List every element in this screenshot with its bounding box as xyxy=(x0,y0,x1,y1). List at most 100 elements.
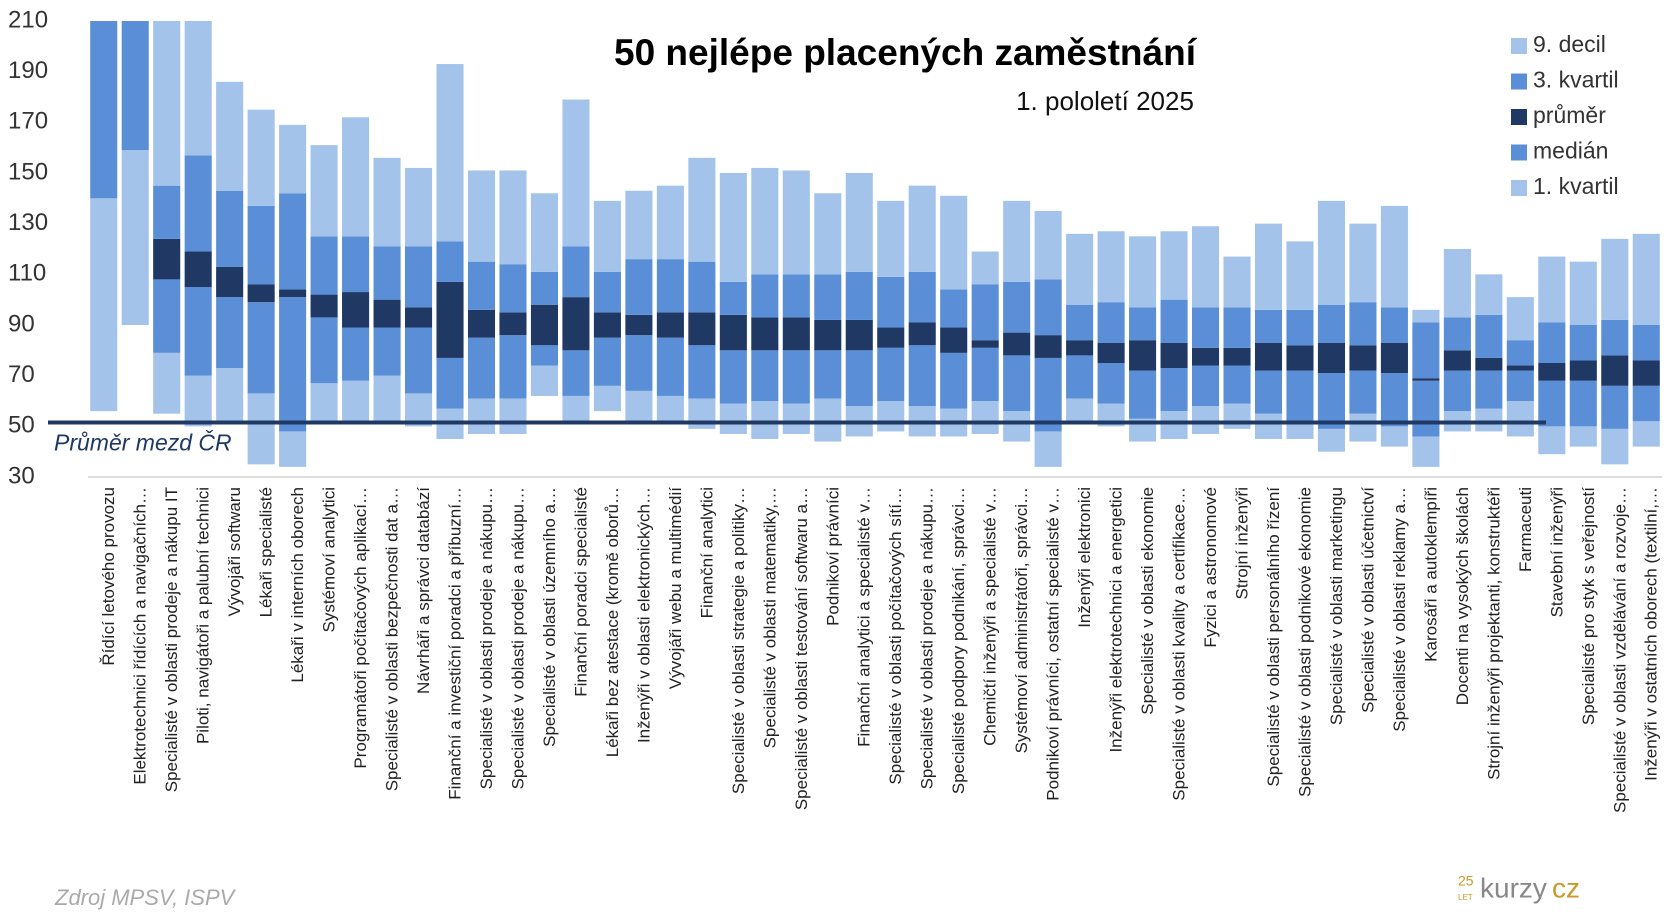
legend-label: 3. kvartil xyxy=(1533,67,1619,93)
x-tick-label: Karosáři a autoklempíři xyxy=(1421,487,1440,662)
source-note: Zdroj MPSV, ISPV xyxy=(54,885,237,910)
bar-segment xyxy=(467,170,496,262)
bar-segment xyxy=(751,274,779,318)
x-tick-label: Specialisté v oblasti prodeje a nákupu… xyxy=(477,487,496,789)
bar-segment xyxy=(1129,307,1157,341)
bar-segment xyxy=(247,284,275,303)
bar-segment xyxy=(467,337,496,399)
bar-segment xyxy=(153,21,181,186)
legend-swatch xyxy=(1511,38,1527,54)
bar-segment xyxy=(1003,200,1031,282)
bar-segment xyxy=(1601,355,1629,386)
x-tick-label: Návrháři a správci databází xyxy=(414,487,433,694)
bar-segment xyxy=(656,185,684,260)
x-tick-label: Specialisté v oblasti podnikové ekonomie xyxy=(1295,487,1314,797)
bar-segment xyxy=(1349,413,1377,442)
bar-segment xyxy=(499,335,527,399)
bar-segment xyxy=(562,99,590,247)
bar-segment xyxy=(877,327,905,348)
bar-segment xyxy=(1034,279,1062,336)
bar-segment xyxy=(1475,370,1503,409)
x-tick-label: Specialisté v oblasti kvality a certifik… xyxy=(1170,487,1189,801)
bar-segment xyxy=(562,297,590,351)
bar-segment xyxy=(216,190,244,267)
x-tick-label: Specialisté v oblasti prodeje a nákupu I… xyxy=(162,487,181,792)
x-tick-label: Vývojáři webu a multimédií xyxy=(666,487,685,689)
bar-segment xyxy=(1569,360,1597,381)
y-tick-label: 130 xyxy=(8,209,48,236)
bar-segment xyxy=(405,327,433,394)
bar-segment xyxy=(405,307,433,328)
bar-segment xyxy=(530,345,558,366)
bar-segment xyxy=(940,289,968,328)
bar-segment xyxy=(1443,350,1471,371)
bar-segment xyxy=(499,398,527,434)
bar-segment xyxy=(845,350,873,407)
bar-segment xyxy=(1254,370,1283,414)
legend-swatch xyxy=(1511,144,1527,161)
bar-segment xyxy=(1097,302,1125,343)
bar-segment xyxy=(1192,365,1220,407)
bar-segment xyxy=(216,368,244,422)
bar-segment xyxy=(719,281,747,315)
bar-segment xyxy=(279,124,307,194)
bar-segment xyxy=(373,375,401,424)
x-tick-label: Stavební inženýři xyxy=(1547,487,1566,617)
bar-segment xyxy=(342,292,370,328)
bar-segment xyxy=(247,109,275,206)
bar-segment xyxy=(1066,398,1094,424)
bars xyxy=(90,21,1660,467)
bar-segment xyxy=(1506,340,1534,366)
bar-segment xyxy=(1317,304,1345,343)
bar-segment xyxy=(1160,231,1188,300)
x-tick-label: Specialisté pro styk s veřejností xyxy=(1579,487,1598,725)
bar-segment xyxy=(530,365,558,396)
legend-label: medián xyxy=(1533,138,1608,164)
bar-segment xyxy=(1412,436,1440,467)
x-tick-label: Fyzici a astronomové xyxy=(1201,487,1220,648)
bar-segment xyxy=(656,312,684,338)
bar-segment xyxy=(845,271,873,320)
bar-segment xyxy=(1412,309,1440,323)
x-tick-label: Inženýři v oblasti elektronických… xyxy=(634,487,653,743)
legend-label: průměr xyxy=(1533,102,1606,128)
x-tick-label: Specialisté v oblasti marketingu xyxy=(1327,487,1346,725)
bar-segment xyxy=(1506,401,1534,437)
bar-segment xyxy=(751,350,779,401)
x-tick-label: Specialisté v oblasti matematiky,… xyxy=(760,487,779,748)
x-tick-label: Podnikoví právníci xyxy=(823,487,842,626)
bar-segment xyxy=(1349,370,1377,414)
bar-segment xyxy=(814,350,842,399)
bar-segment xyxy=(782,274,810,318)
bar-segment xyxy=(814,274,842,320)
bar-segment xyxy=(310,317,338,384)
bar-segment xyxy=(1380,373,1408,427)
bar-segment xyxy=(1034,211,1062,280)
bar-segment xyxy=(1475,408,1503,432)
x-tick-label: Specialisté v oblasti reklamy a… xyxy=(1390,487,1409,732)
bar-segment xyxy=(625,390,653,424)
bar-segment xyxy=(782,350,810,404)
bar-segment xyxy=(1066,304,1094,341)
bar-segment xyxy=(153,238,181,280)
chart-subtitle: 1. pololetí 2025 xyxy=(1016,86,1194,116)
bar-segment xyxy=(436,281,464,358)
bar-segment xyxy=(877,276,905,328)
bar-segment xyxy=(279,431,307,467)
y-tick-label: 110 xyxy=(8,260,46,287)
bar-segment xyxy=(216,81,244,191)
x-tick-label: Specialisté podpory podnikání, správci… xyxy=(949,487,968,794)
chart-title: 50 nejlépe placených zaměstnání xyxy=(614,32,1198,73)
logo-part: LET xyxy=(1458,893,1473,902)
bar-segment xyxy=(1317,200,1345,305)
bar-segment xyxy=(530,271,558,305)
bar-segment xyxy=(1538,426,1566,455)
bar-segment xyxy=(310,383,338,424)
bar-segment xyxy=(405,167,433,247)
bar-segment xyxy=(1223,307,1251,348)
bar-segment xyxy=(184,155,212,252)
bar-segment xyxy=(216,297,244,369)
bar-segment xyxy=(1286,421,1314,439)
bar-segment xyxy=(814,193,842,275)
bar-segment xyxy=(1223,347,1251,366)
